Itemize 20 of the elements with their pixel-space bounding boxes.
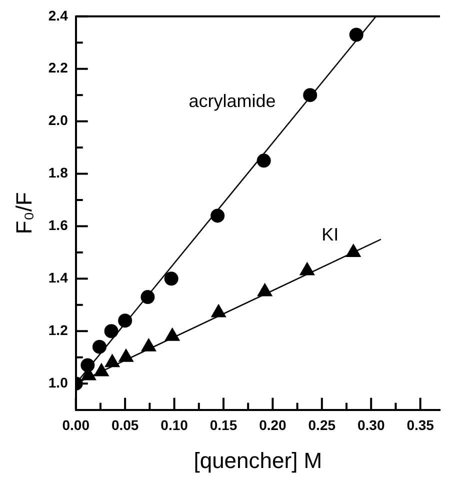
x-tick-label: 0.30 xyxy=(357,417,385,434)
y-tick-label: 1.0 xyxy=(48,374,68,390)
x-tick-label: 0.35 xyxy=(406,417,434,434)
y-tick-label: 1.4 xyxy=(48,270,68,286)
y-tick-label: 1.8 xyxy=(48,164,68,181)
y-tick-label: 2.2 xyxy=(48,60,68,76)
annotation: acrylamide xyxy=(188,91,276,112)
y-tick-label: 2.4 xyxy=(48,7,68,24)
y-tick-label: 1.6 xyxy=(48,217,68,234)
y-axis-title: F₀/F xyxy=(11,192,36,234)
x-tick-label: 0.00 xyxy=(62,417,90,434)
y-tick-label: 2.0 xyxy=(48,112,68,128)
x-tick-label: 0.15 xyxy=(210,417,238,434)
x-axis-title: [quencher] M xyxy=(194,448,322,473)
x-tick-label: 0.05 xyxy=(111,417,139,434)
y-tick-label: 1.2 xyxy=(48,322,68,338)
x-tick-label: 0.25 xyxy=(308,417,336,434)
annotation: KI xyxy=(322,224,339,244)
x-tick-label: 0.10 xyxy=(160,417,188,434)
x-tick-label: 0.20 xyxy=(259,417,287,434)
